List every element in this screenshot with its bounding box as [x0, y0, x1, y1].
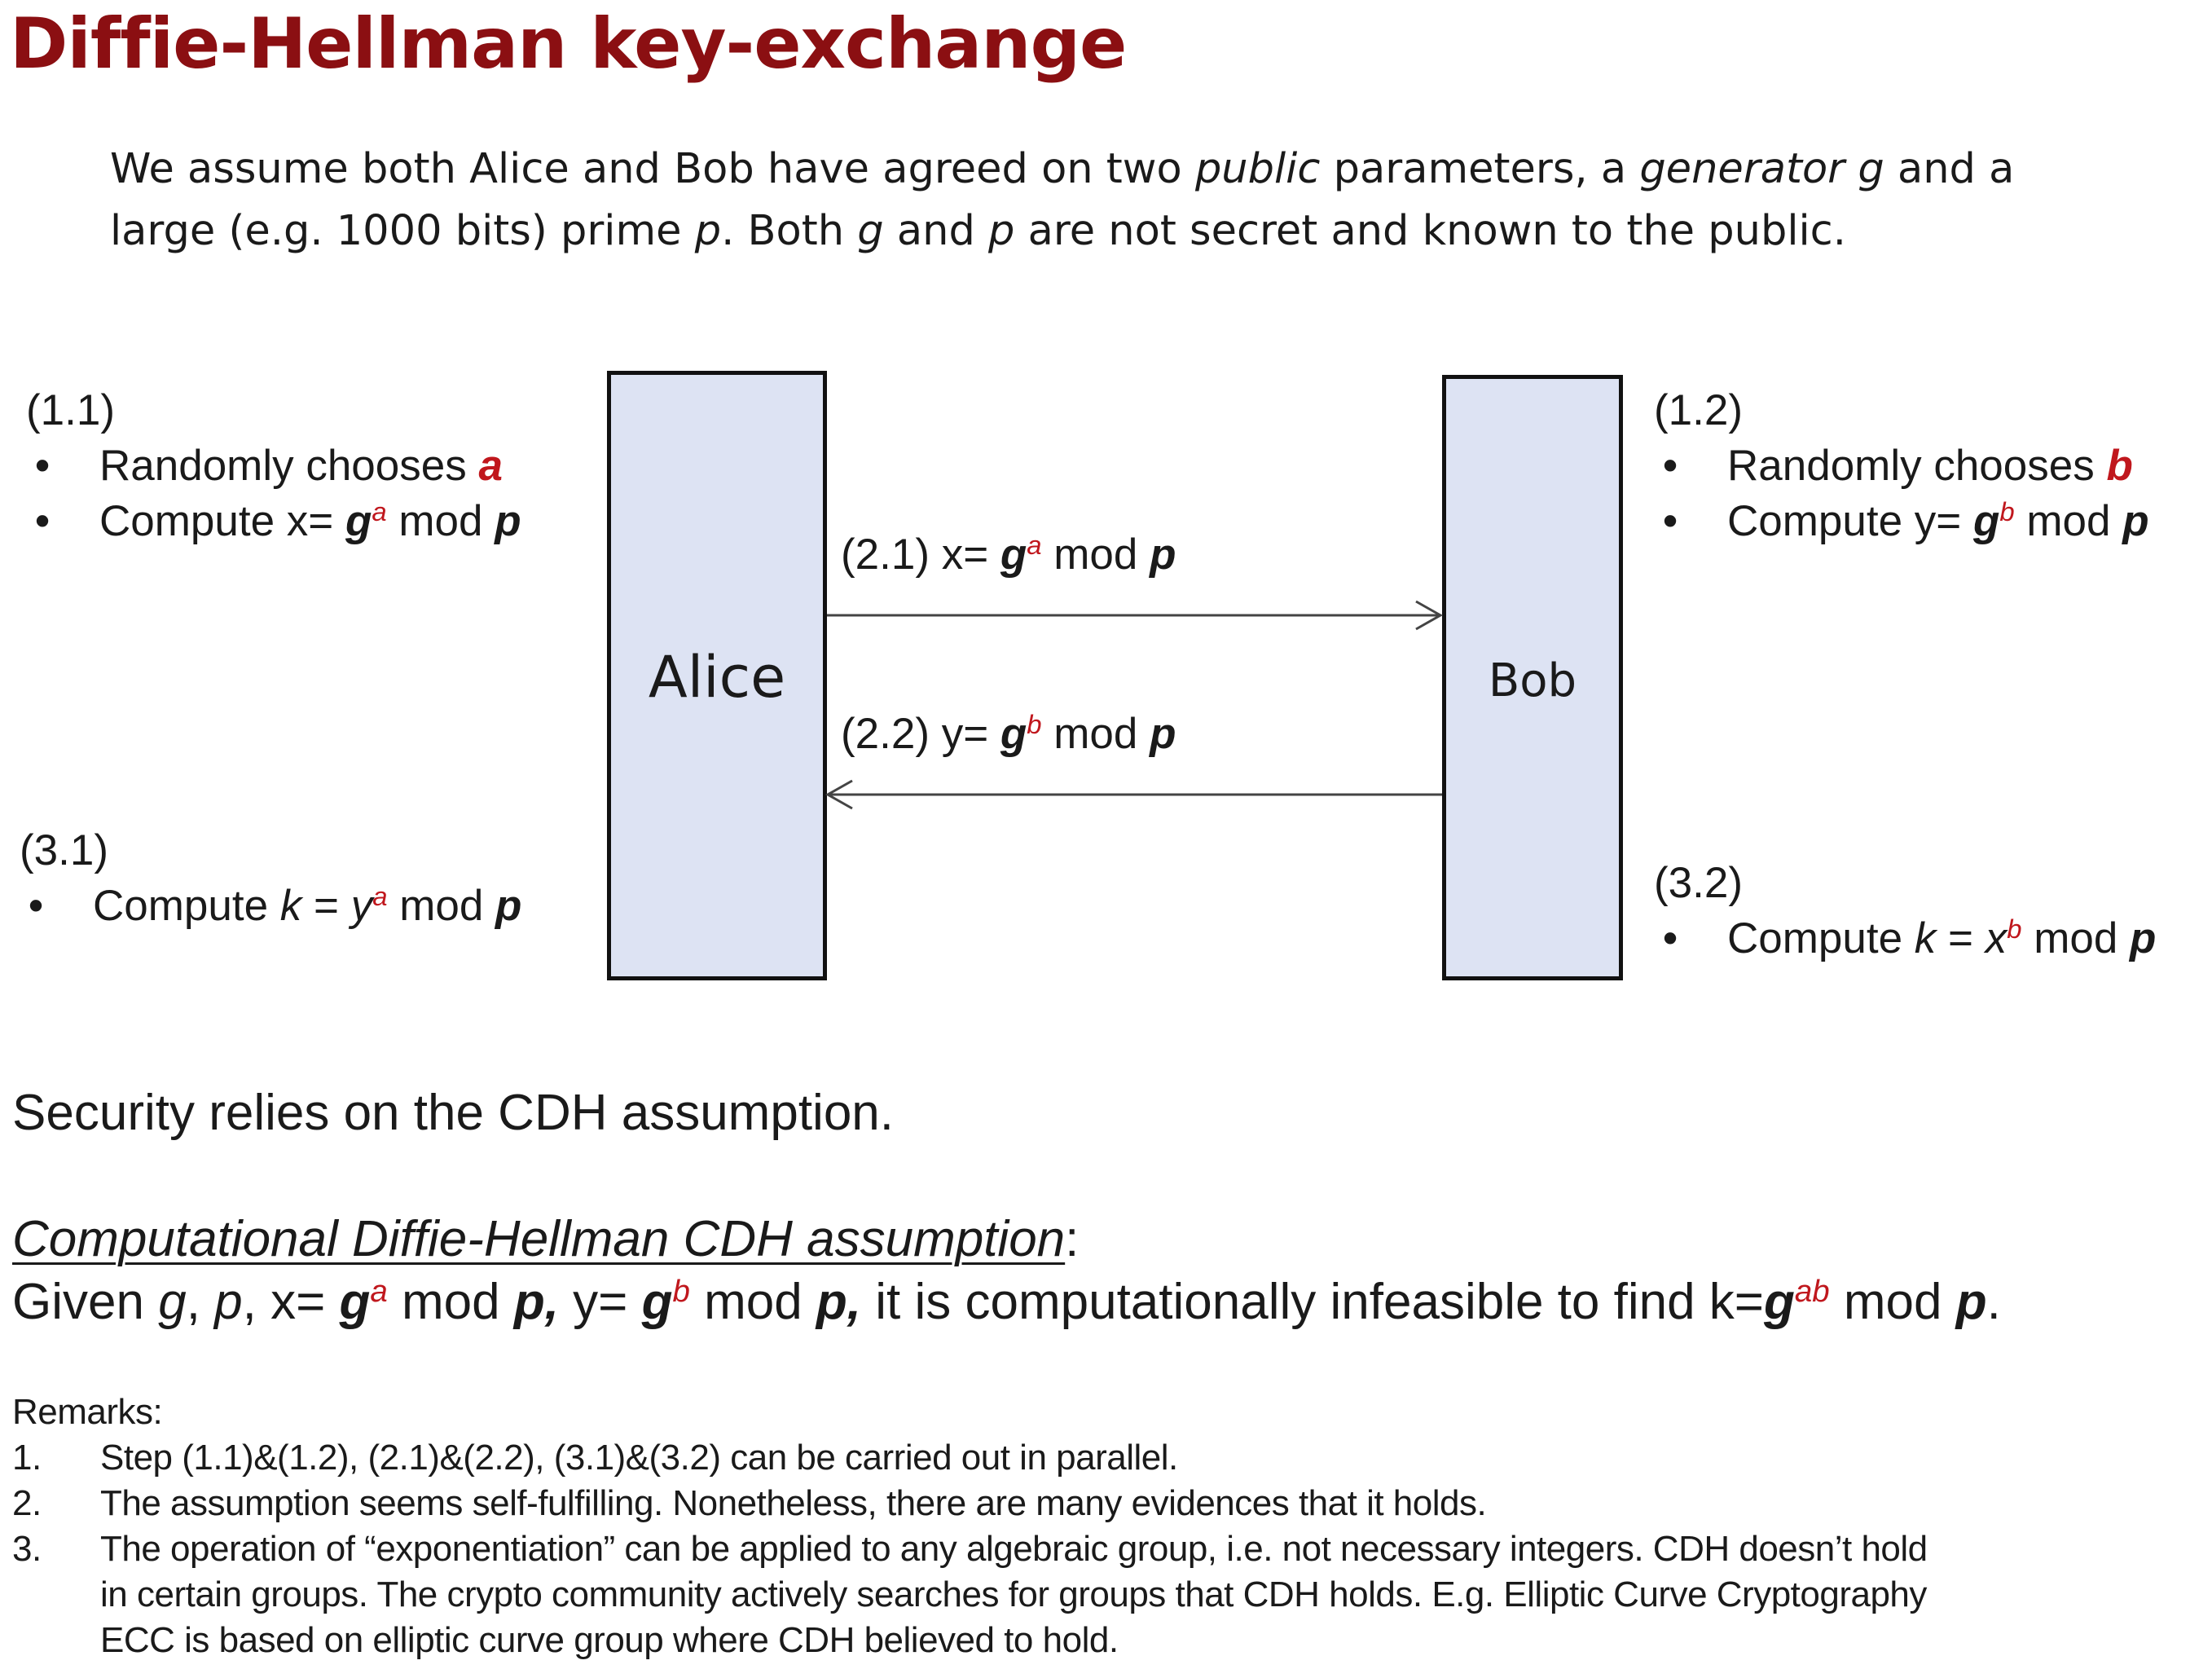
bob-step-3-2: (3.2) • Compute k = xb mod p [1654, 856, 2156, 967]
bullet: • [1662, 914, 1678, 962]
cdh-heading: Computational Diffie-Hellman CDH assumpt… [12, 1211, 1080, 1267]
step-label-3-1: (3.1) [20, 826, 108, 874]
arrow-bob-to-alice [825, 779, 1442, 810]
cdh-statement: Given g, p, x= ga mod p, y= gb mod p, it… [12, 1273, 2001, 1330]
intro-line-1: We assume both Alice and Bob have agreed… [110, 145, 2015, 193]
alice-step-1-1: (1.1) • Randomly chooses a • Compute x= ga… [26, 383, 521, 549]
remark-item: 1. Step (1.1)&(1.2), (2.1)&(2.2), (3.1)&… [12, 1438, 1178, 1478]
bullet: • [34, 442, 51, 490]
intro-line-2: large (e.g. 1000 bits) prime p. Both g a… [110, 207, 1846, 255]
bob-step-1-2: (1.2) • Randomly chooses b • Compute y= gb… [1654, 383, 2149, 549]
step-label-1-1: (1.1) [26, 386, 115, 434]
bob-box: Bob [1442, 375, 1623, 980]
step-label-1-2: (1.2) [1654, 386, 1743, 434]
remarks-heading: Remarks: [12, 1392, 163, 1432]
alice-compute-x: • Compute x= ga mod p [26, 494, 521, 549]
arrow-alice-to-bob [827, 600, 1444, 631]
bullet: • [1662, 497, 1678, 545]
alice-step-3-1: (3.1) • Compute k = ya mod p [20, 823, 521, 934]
page-title: Diffie-Hellman key-exchange [10, 3, 1127, 85]
message-2-2: (2.2) y= gb mod p [841, 708, 1176, 758]
message-2-1: (2.1) x= ga mod p [841, 529, 1176, 579]
bullet: • [28, 882, 44, 930]
bob-compute-y: • Compute y= gb mod p [1654, 494, 2149, 549]
bob-label: Bob [1488, 654, 1577, 707]
alice-random-choice: • Randomly chooses a [26, 438, 521, 494]
remark-item: 2. The assumption seems self-fulfilling.… [12, 1483, 1487, 1523]
remark-item: 3. The operation of “exponentiation” can… [12, 1529, 1928, 1660]
bullet: • [1662, 442, 1678, 490]
alice-compute-k: • Compute k = ya mod p [20, 879, 522, 934]
security-statement: Security relies on the CDH assumption. [12, 1085, 895, 1141]
bob-random-choice: • Randomly chooses b [1654, 438, 2149, 494]
step-label-3-2: (3.2) [1654, 859, 1743, 907]
alice-box: Alice [607, 371, 827, 980]
intro-paragraph: We assume both Alice and Bob have agreed… [110, 139, 2014, 262]
bob-compute-k: • Compute k = xb mod p [1654, 911, 2157, 967]
alice-label: Alice [648, 644, 786, 711]
bullet: • [34, 497, 51, 545]
remarks: Remarks: 1. Step (1.1)&(1.2), (2.1)&(2.2… [12, 1390, 1928, 1663]
